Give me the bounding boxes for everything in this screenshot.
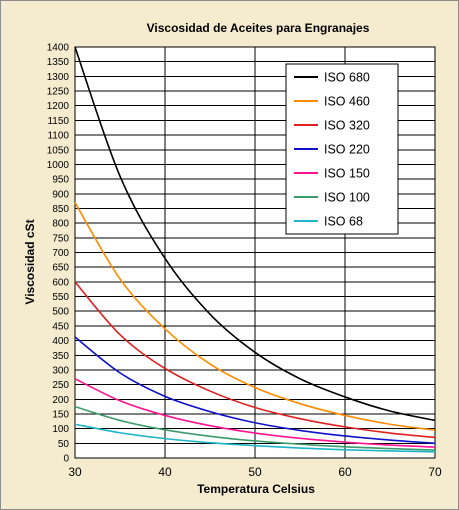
y-tick-label: 400 [52,336,69,347]
y-tick-label: 1400 [47,43,70,54]
y-tick-label: 1200 [47,101,70,112]
y-tick-label: 650 [52,263,69,274]
y-tick-label: 1100 [47,131,69,142]
y-axis-label: Viscosidad cSt [23,219,37,304]
y-tick-label: 100 [52,424,69,435]
legend-entry: ISO 680 [324,71,370,85]
y-tick-label: 750 [52,233,69,244]
y-tick-label: 300 [52,365,69,376]
plot-border [74,46,436,459]
y-tick-label: 0 [63,454,69,465]
x-tick-label: 40 [158,465,172,479]
series-line-iso-680 [74,46,436,422]
chart-title: Viscosidad de Aceites para Engranajes [147,21,370,35]
y-tick-label: 900 [52,189,69,200]
y-tick-label: 1250 [47,87,70,98]
legend-entry: ISO 150 [324,167,370,181]
legend-entry: ISO 68 [324,215,363,229]
legend-entry: ISO 220 [324,143,370,157]
y-tick-label: 1050 [47,145,70,156]
series-line-iso-100 [74,405,436,451]
legend-entry: ISO 460 [324,95,370,109]
series-line-iso-220 [74,336,436,445]
y-tick-label: 950 [52,175,69,186]
y-tick-label: 850 [52,204,69,215]
legend-entry: ISO 320 [324,119,370,133]
x-tick-label: 50 [248,465,262,479]
y-tick-label: 800 [52,219,69,230]
series-line-iso-320 [74,281,436,439]
y-tick-label: 1150 [47,116,69,127]
y-tick-label: 150 [52,409,69,420]
x-tick-label: 60 [338,465,352,479]
y-tick-label: 350 [52,351,69,362]
y-tick-label: 600 [52,277,69,288]
series-line-iso-460 [74,202,436,431]
y-tick-label: 1300 [47,72,70,83]
x-axis-ticks: 30 40 50 60 70 [68,465,442,479]
y-tick-label: 700 [52,248,69,259]
y-axis-ticks: 0 50 100 150 200 250 300 350 400 450 500 550 600 650 7… [47,43,70,465]
x-tick-label: 30 [68,465,82,479]
legend: ISO 680 ISO 460 ISO 320 ISO 220 ISO 150 ISO 1… [285,63,399,235]
legend-entry: ISO 100 [324,191,370,205]
y-tick-label: 450 [52,321,69,332]
y-tick-label: 200 [52,395,69,406]
y-tick-label: 1000 [47,160,70,171]
x-axis-label: Temperatura Celsius [197,482,315,496]
series-lines [74,46,436,453]
y-tick-label: 50 [58,439,70,450]
x-tick-label: 70 [428,465,442,479]
series-line-iso-150 [74,378,436,448]
y-tick-label: 550 [52,292,69,303]
y-tick-label: 500 [52,307,69,318]
y-tick-label: 250 [52,380,69,391]
series-line-iso-68 [74,423,436,453]
y-tick-label: 1350 [47,57,70,68]
